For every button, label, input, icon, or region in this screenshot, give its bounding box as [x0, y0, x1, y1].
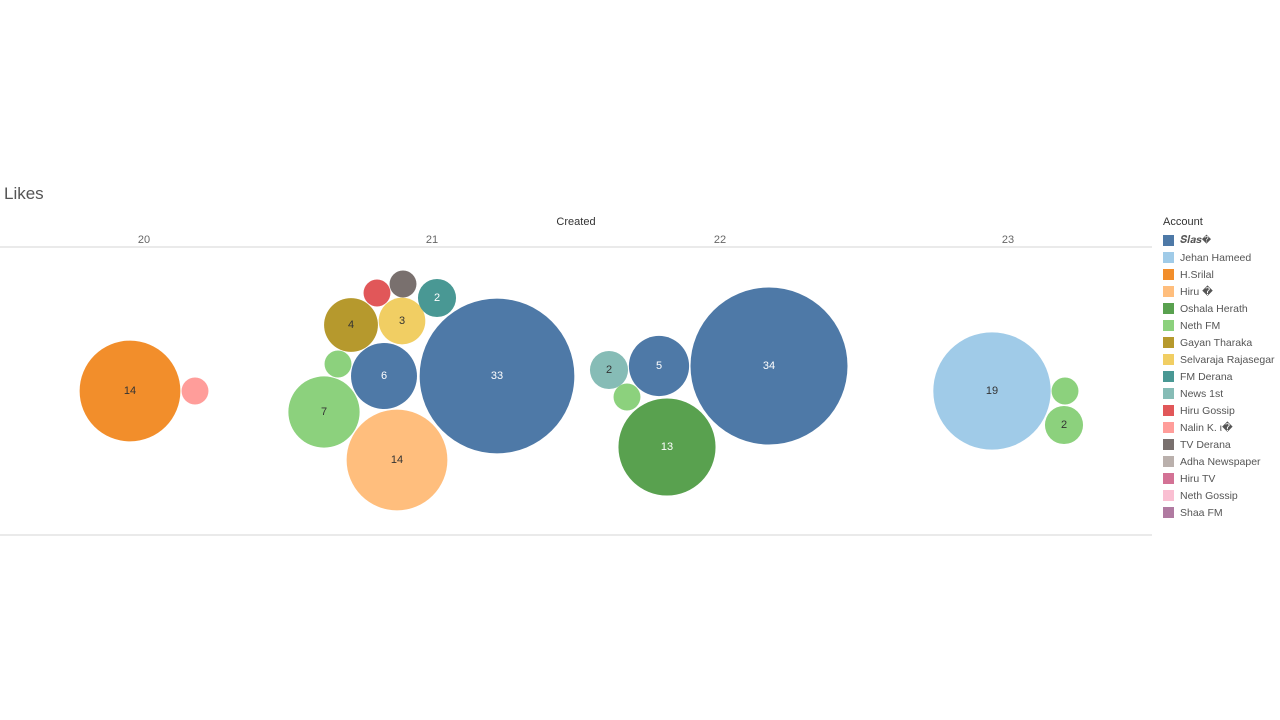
bubble[interactable]	[288, 376, 360, 448]
bubble[interactable]	[589, 350, 629, 390]
legend-label: Adha Newspaper	[1180, 455, 1261, 468]
bubble-label: 2	[1061, 419, 1067, 431]
bubble[interactable]	[389, 270, 417, 298]
legend-label: News 1st	[1180, 387, 1224, 400]
legend-item[interactable]: Adha Newspaper	[1163, 453, 1280, 470]
bubble-label: 4	[348, 319, 354, 331]
legend-item[interactable]: News 1st	[1163, 385, 1280, 402]
bubble[interactable]	[378, 297, 426, 345]
legend-swatch	[1163, 422, 1174, 433]
legend-swatch	[1163, 235, 1174, 246]
legend-item[interactable]: Neth FM	[1163, 317, 1280, 334]
legend-item[interactable]: Oshala Herath	[1163, 300, 1280, 317]
legend-swatch	[1163, 320, 1174, 331]
bubble-label: 7	[321, 406, 327, 418]
legend-item[interactable]: 𝑺𝒍𝒂𝒔�	[1163, 232, 1280, 249]
legend-swatch	[1163, 371, 1174, 382]
legend-swatch	[1163, 354, 1174, 365]
bubble[interactable]	[363, 279, 391, 307]
bubble-label: 14	[391, 454, 403, 466]
bubble[interactable]	[933, 332, 1051, 450]
legend-item[interactable]: Hiru �	[1163, 283, 1280, 300]
legend-item[interactable]: TV Derana	[1163, 436, 1280, 453]
legend-swatch	[1163, 337, 1174, 348]
bubble[interactable]	[79, 340, 181, 442]
bubble[interactable]	[628, 335, 690, 397]
bubble[interactable]	[181, 377, 209, 405]
legend-label: FM Derana	[1180, 370, 1233, 383]
legend-label: Oshala Herath	[1180, 302, 1248, 315]
legend-item[interactable]: Hiru Gossip	[1163, 402, 1280, 419]
column-header-label: 20	[138, 234, 150, 246]
legend-label: Hiru Gossip	[1180, 404, 1235, 417]
legend-item[interactable]: H.Srilal	[1163, 266, 1280, 283]
legend-label: Nalin K. ι�	[1180, 421, 1233, 434]
legend-item[interactable]: Jehan Hameed	[1163, 249, 1280, 266]
bubble[interactable]	[613, 383, 641, 411]
bubble[interactable]	[419, 298, 575, 454]
legend-label: Hiru TV	[1180, 472, 1216, 485]
bubble-label: 3	[399, 315, 405, 327]
legend-title: Account	[1163, 216, 1203, 228]
legend-label: Hiru �	[1180, 285, 1213, 298]
legend-label: Selvaraja Rajasegar	[1180, 353, 1275, 366]
bubble-label: 33	[491, 370, 503, 382]
legend-item[interactable]: FM Derana	[1163, 368, 1280, 385]
bubble-label: 34	[763, 360, 775, 372]
legend-swatch	[1163, 507, 1174, 518]
bubble[interactable]	[324, 298, 378, 352]
legend-swatch	[1163, 456, 1174, 467]
chart-title: Likes	[4, 184, 44, 203]
column-header-label: 23	[1002, 234, 1014, 246]
legend-item[interactable]: Selvaraja Rajasegar	[1163, 351, 1280, 368]
bubble[interactable]	[346, 409, 448, 511]
legend-swatch	[1163, 388, 1174, 399]
legend-item[interactable]: Hiru TV	[1163, 470, 1280, 487]
legend-label: Neth FM	[1180, 319, 1221, 332]
bubble-label: 5	[656, 360, 662, 372]
bubble-label: 2	[434, 292, 440, 304]
legend-item[interactable]: Neth Gossip	[1163, 487, 1280, 504]
bubble[interactable]	[324, 350, 352, 378]
x-axis-title: Created	[556, 216, 596, 228]
bubble[interactable]	[1044, 405, 1084, 445]
bubble-label: 6	[381, 370, 387, 382]
legend-label: Shaa FM	[1180, 506, 1223, 519]
bubble-label: 14	[124, 385, 136, 397]
legend-swatch	[1163, 252, 1174, 263]
bubble[interactable]	[351, 343, 417, 409]
bubble[interactable]	[1051, 377, 1079, 405]
legend-swatch	[1163, 439, 1174, 450]
legend-swatch	[1163, 490, 1174, 501]
bubble[interactable]	[618, 398, 716, 496]
column-header-label: 22	[714, 234, 726, 246]
column-header-label: 21	[426, 234, 438, 246]
legend-label: H.Srilal	[1180, 268, 1214, 281]
legend-label: Gayan Tharaka	[1180, 336, 1253, 349]
legend-item[interactable]: Nalin K. ι�	[1163, 419, 1280, 436]
legend-swatch	[1163, 303, 1174, 314]
legend-item[interactable]: Shaa FM	[1163, 504, 1280, 521]
legend-label: Jehan Hameed	[1180, 251, 1252, 264]
bubble[interactable]	[417, 278, 457, 318]
legend-label: TV Derana	[1180, 438, 1231, 451]
legend-swatch	[1163, 269, 1174, 280]
bubble-chart: 20 21 22 23 14 33 14 7 6 4 3 2 34 13 5 2 19 2	[0, 234, 1152, 536]
legend: Account 𝑺𝒍𝒂𝒔� Jehan Hameed H.Srilal Hiru � O…	[1163, 216, 1280, 521]
bubble[interactable]	[690, 287, 848, 445]
legend-label: 𝑺𝒍𝒂𝒔�	[1180, 234, 1212, 246]
legend-swatch	[1163, 405, 1174, 416]
bubble-label: 19	[986, 385, 998, 397]
legend-item[interactable]: Gayan Tharaka	[1163, 334, 1280, 351]
bubble-label: 2	[606, 364, 612, 376]
legend-swatch	[1163, 286, 1174, 297]
bubble-label: 13	[661, 441, 673, 453]
legend-swatch	[1163, 473, 1174, 484]
legend-label: Neth Gossip	[1180, 489, 1238, 502]
